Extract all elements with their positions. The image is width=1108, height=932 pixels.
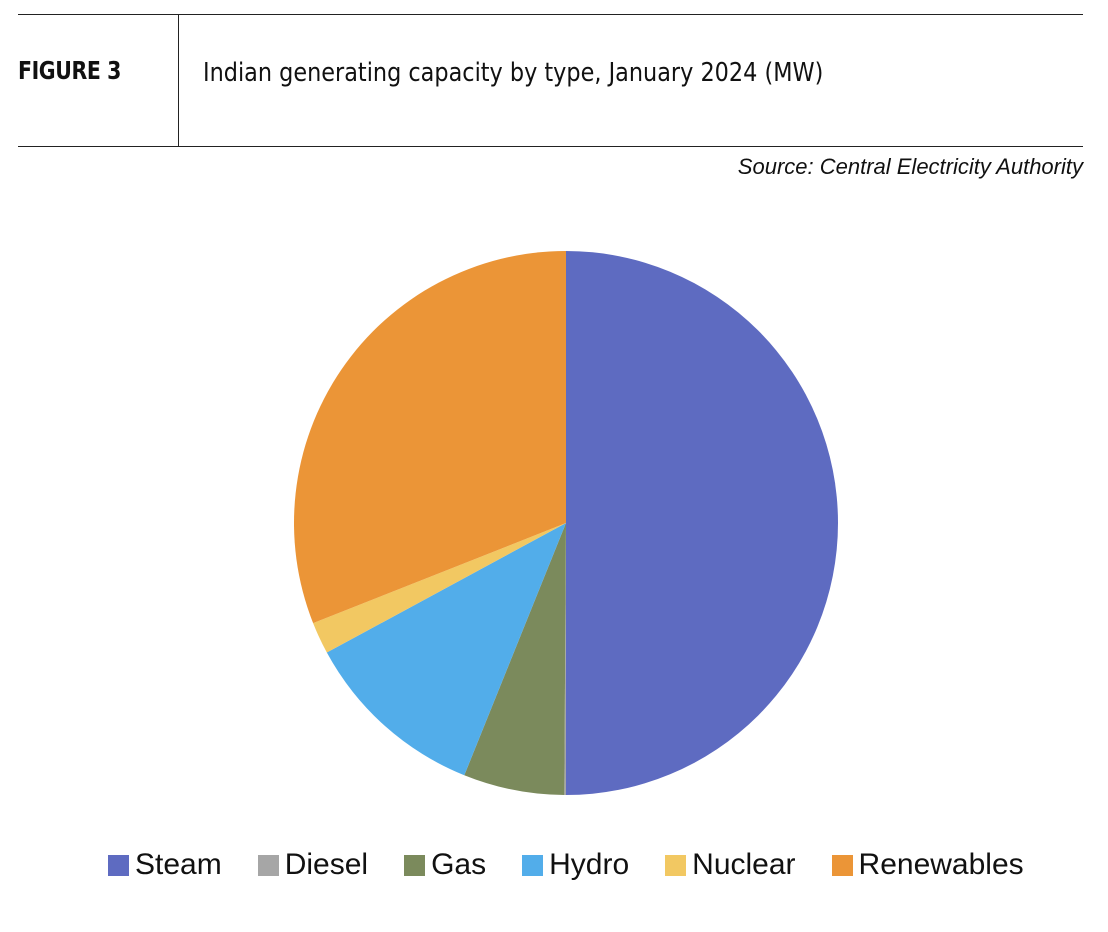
legend-item-gas: Gas bbox=[404, 848, 486, 882]
source-note: Source: Central Electricity Authority bbox=[737, 154, 1083, 179]
legend-label: Steam bbox=[135, 848, 222, 881]
pie-slice-hydro bbox=[326, 523, 566, 776]
legend-item-nuclear: Nuclear bbox=[665, 848, 796, 882]
pie-slice-gas bbox=[464, 523, 566, 795]
legend-item-steam: Steam bbox=[108, 848, 222, 882]
legend-label: Hydro bbox=[549, 848, 630, 881]
figure-label: FIGURE 3 bbox=[18, 56, 122, 85]
legend-label: Diesel bbox=[284, 848, 369, 881]
legend-item-renewables: Renewables bbox=[831, 848, 1024, 882]
pie-slice-renewables bbox=[294, 251, 566, 624]
legend-label: Nuclear bbox=[692, 848, 796, 881]
legend-swatch bbox=[665, 854, 687, 876]
legend-item-diesel: Diesel bbox=[257, 848, 369, 882]
legend-label: Gas bbox=[431, 848, 487, 881]
chart-legend: Steam Diesel Gas Hydro Nuclear Renewables bbox=[108, 848, 1024, 882]
pie-slice-steam bbox=[566, 251, 838, 795]
legend-swatch bbox=[404, 854, 426, 876]
legend-label: Renewables bbox=[858, 848, 1024, 881]
pie-slice-diesel bbox=[564, 523, 566, 796]
legend-swatch bbox=[257, 854, 279, 876]
header-bottom-rule bbox=[18, 146, 1083, 147]
legend-swatch bbox=[831, 854, 853, 876]
legend-swatch bbox=[522, 854, 544, 876]
legend-swatch bbox=[108, 854, 129, 876]
header-divider bbox=[178, 14, 179, 146]
legend-item-hydro: Hydro bbox=[522, 848, 629, 882]
figure-title: Indian generating capacity by type, Janu… bbox=[203, 58, 824, 88]
pie-slices bbox=[294, 251, 838, 796]
pie-slice-nuclear bbox=[313, 523, 566, 653]
header-top-rule bbox=[18, 14, 1083, 15]
